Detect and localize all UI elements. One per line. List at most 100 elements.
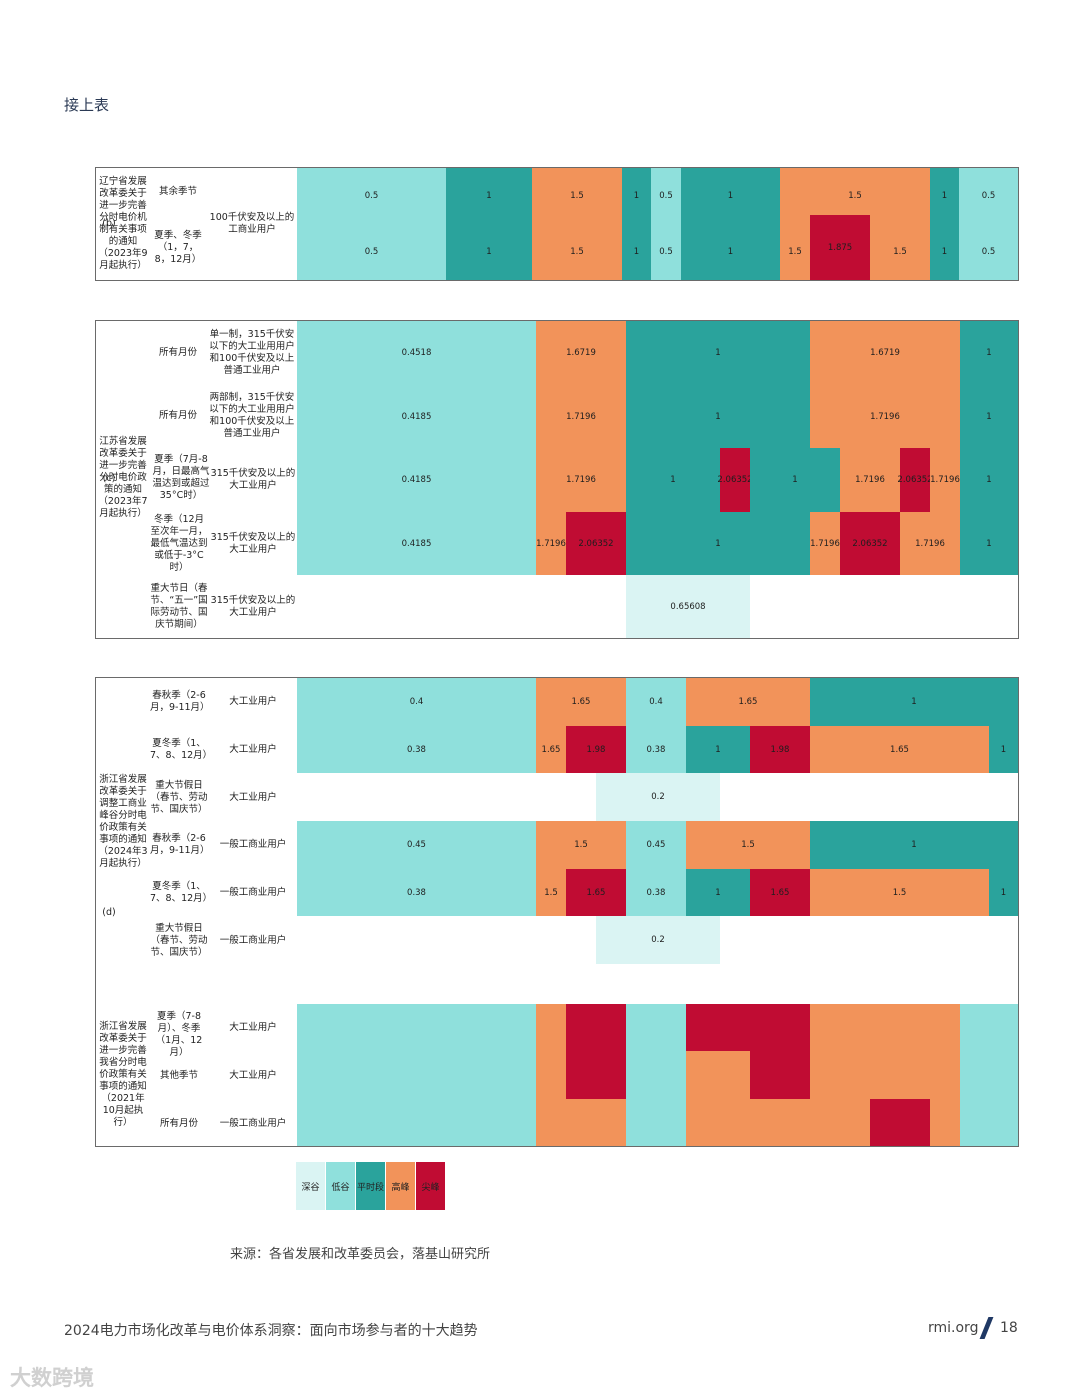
heat-cell: 1	[446, 224, 532, 280]
panel-d-row1-season: 春秋季（2-6月，9-11月）	[150, 690, 210, 713]
heat-cell: 1.5	[532, 168, 622, 224]
heat-cell: 0.65608	[626, 575, 750, 638]
heat-cell	[297, 1004, 536, 1146]
panel-d-tag: (d)	[102, 907, 116, 918]
heat-cell: 1.5	[536, 821, 626, 869]
heat-cell: 1	[681, 224, 780, 280]
panel-b-user: 100千伏安及以上的工商业用户	[209, 212, 295, 235]
heat-cell: 1.875	[810, 215, 870, 280]
panel-c-policy: 江苏省发展改革委关于进一步完善分时电价政策的通知（2023年7月起执行）	[98, 436, 148, 519]
heat-cell: 1.5	[810, 869, 989, 916]
panel-c-grid: 0.4518 1.6719 1 1.6719 1 0.4185 1.7196 1…	[297, 321, 1018, 638]
panel-b-row1-season: 其余季节	[158, 186, 197, 197]
panel-c-row5-season: 重大节日（春节、“五一”国际劳动节、国庆节期间）	[150, 583, 208, 630]
heat-cell: 1.65	[536, 678, 626, 726]
panel-c-row3-user: 315千伏安及以上的大工业用户	[210, 468, 296, 491]
heat-cell: 1.65	[536, 726, 566, 773]
panel-d-row6-user: 一般工商业用户	[219, 935, 287, 946]
heat-cell	[626, 1004, 686, 1146]
panel-c-row2-season: 所有月份	[158, 410, 197, 421]
heat-cell: 1	[810, 821, 1018, 869]
heat-cell: 0.38	[626, 869, 686, 916]
heat-cell: 1.5	[532, 224, 622, 280]
heat-cell: 0.38	[297, 869, 536, 916]
panel-d-row8-user: 大工业用户	[229, 1070, 277, 1081]
heat-cell: 1	[930, 224, 959, 280]
heat-cell: 1.5	[780, 168, 930, 224]
panel-d: (d) 浙江省发展改革委关于调整工商业峰谷分时电价政策有关事项的通知（2024年…	[95, 677, 1019, 1147]
panel-c-row5-user: 315千伏安及以上的大工业用户	[210, 595, 296, 618]
panel-b-grid: 0.5 1 1.5 1 0.5 1 1.5 1 0.5 0.5 1 1.5 1 …	[297, 168, 1018, 280]
heat-cell: 2.06352	[840, 512, 900, 575]
heat-cell: 1	[750, 448, 840, 512]
panel-c-tag: (c)	[102, 473, 116, 484]
panel-d-row8-season: 其他季节	[159, 1070, 198, 1081]
heat-cell: 1	[686, 726, 750, 773]
panel-d-row3-season: 重大节假日（春节、劳动节、国庆节）	[150, 780, 208, 815]
panel-c-row4-user: 315千伏安及以上的大工业用户	[210, 532, 296, 555]
legend-item-valley: 低谷	[326, 1162, 355, 1210]
panel-b-row2-season: 夏季、冬季（1，7，8，12月）	[154, 230, 202, 265]
heat-cell	[870, 1099, 930, 1146]
heat-cell: 1.5	[686, 821, 810, 869]
heat-cell: 1	[960, 448, 1018, 512]
footer-title: 2024电力市场化改革与电价体系洞察：面向市场参与者的十大趋势	[64, 1323, 478, 1339]
heat-cell	[810, 1004, 960, 1099]
panel-b-tag: (b)	[102, 218, 116, 229]
footer-slash-icon	[979, 1317, 994, 1339]
heat-cell: 0.4185	[297, 385, 536, 448]
legend-item-flat: 平时段	[356, 1162, 385, 1210]
panel-c: (c) 江苏省发展改革委关于进一步完善分时电价政策的通知（2023年7月起执行）…	[95, 320, 1019, 639]
heat-cell: 0.45	[297, 821, 536, 869]
panel-d-row9-season: 所有月份	[159, 1118, 198, 1129]
heat-cell: 1.5	[870, 224, 930, 280]
legend-item-deep-valley: 深谷	[296, 1162, 325, 1210]
heat-cell: 1.65	[686, 678, 810, 726]
heat-cell: 0.2	[596, 916, 720, 964]
heat-cell: 1	[446, 168, 532, 224]
page-heading: 接上表	[64, 96, 110, 114]
panel-b: (b) 辽宁省发展改革委关于进一步完善分时电价机制有关事项的通知（2023年9月…	[95, 167, 1019, 281]
heat-cell: 1	[626, 321, 810, 385]
heat-cell: 1.65	[810, 726, 989, 773]
heat-cell: 1	[989, 869, 1018, 916]
heat-cell	[686, 1051, 750, 1146]
panel-c-row1-season: 所有月份	[158, 347, 197, 358]
legend-item-peak: 高峰	[386, 1162, 415, 1210]
heat-cell: 0.4185	[297, 448, 536, 512]
panel-d-row4-user: 一般工商业用户	[219, 839, 287, 850]
heat-cell: 1	[960, 385, 1018, 448]
heat-cell: 1.7196	[900, 512, 960, 575]
legend-item-sharp-peak: 尖峰	[416, 1162, 445, 1210]
panel-d-row1-user: 大工业用户	[229, 696, 277, 707]
heat-cell	[536, 1004, 566, 1146]
panel-b-policy: 辽宁省发展改革委关于进一步完善分时电价机制有关事项的通知（2023年9月起执行）	[98, 176, 148, 271]
heat-cell: 1.65	[566, 869, 626, 916]
footer-site-link[interactable]: rmi.org	[928, 1320, 979, 1336]
panel-d-row5-user: 一般工商业用户	[219, 887, 287, 898]
heat-cell: 1.6719	[810, 321, 960, 385]
heat-cell: 0.4	[626, 678, 686, 726]
heat-cell: 1.65	[750, 869, 810, 916]
heat-cell: 2.06352	[566, 512, 626, 575]
heat-cell: 1.7196	[536, 385, 626, 448]
heat-cell: 1.5	[536, 869, 566, 916]
heat-cell: 1	[960, 321, 1018, 385]
heat-cell: 1.7196	[536, 448, 626, 512]
heat-cell: 1	[681, 168, 780, 224]
heat-cell: 1.7196	[930, 448, 960, 512]
panel-c-row3-season: 夏季（7月-8月，日最高气温达到或超过35°C时）	[152, 454, 210, 501]
panel-d-row2-user: 大工业用户	[229, 744, 277, 755]
heat-cell: 1.7196	[536, 512, 566, 575]
heat-cell: 0.5	[297, 168, 446, 224]
heat-cell: 1	[989, 726, 1018, 773]
heat-cell	[930, 1099, 960, 1146]
heat-cell: 1	[626, 448, 720, 512]
heat-cell	[810, 1099, 870, 1146]
heat-cell: 1	[622, 168, 651, 224]
legend: 深谷 低谷 平时段 高峰 尖峰	[296, 1162, 446, 1210]
heat-cell: 1	[626, 385, 810, 448]
heat-cell: 0.2	[596, 773, 720, 821]
heat-cell	[566, 1099, 626, 1146]
panel-d-row3-user: 大工业用户	[229, 792, 277, 803]
